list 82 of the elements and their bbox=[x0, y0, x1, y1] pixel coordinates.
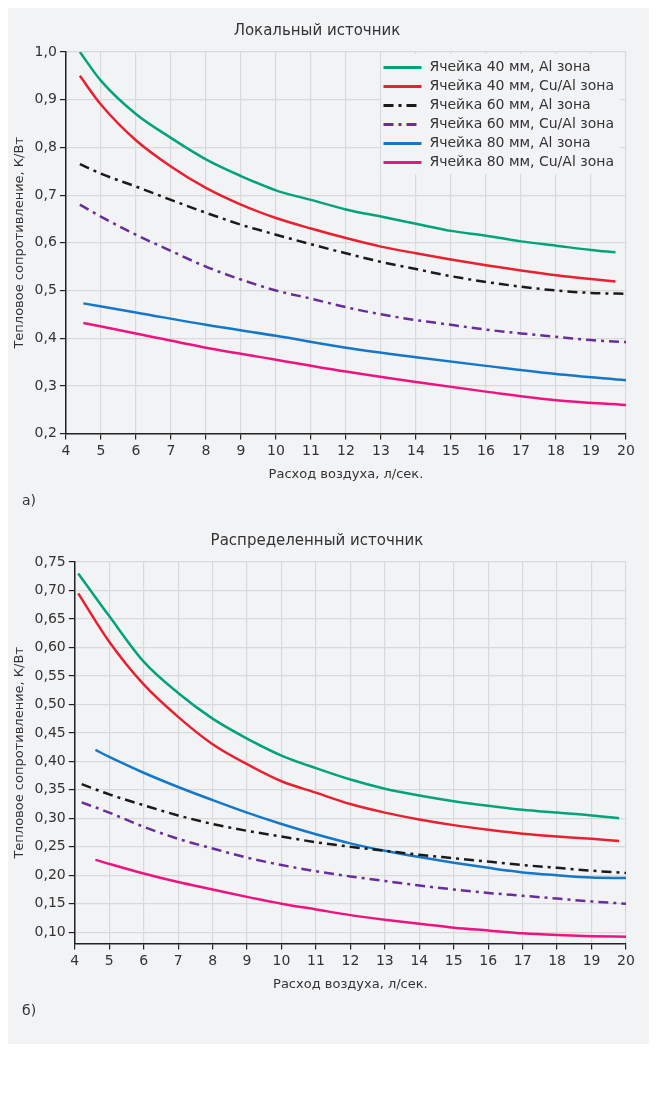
y-tick-label: 0,60 bbox=[34, 638, 66, 655]
x-tick-label: 9 bbox=[236, 441, 246, 458]
line-series bbox=[80, 782, 626, 875]
x-tick-label: 16 bbox=[479, 951, 498, 968]
y-tick-label: 0,55 bbox=[34, 666, 66, 683]
chart-title: Локальный источник bbox=[233, 20, 401, 39]
x-tick-label: 11 bbox=[302, 441, 320, 458]
legend-label: Ячейка 80 мм, Al зона bbox=[429, 134, 591, 151]
x-tick-label: 6 bbox=[139, 951, 149, 968]
y-tick-label: 1,0 bbox=[34, 42, 57, 59]
y-tick-label: 0,75 bbox=[34, 552, 66, 569]
x-tick-label: 10 bbox=[267, 441, 285, 458]
y-tick-label: 0,4 bbox=[34, 328, 57, 345]
x-tick-label: 6 bbox=[131, 441, 141, 458]
y-tick-label: 0,20 bbox=[34, 865, 66, 882]
x-tick-label: 5 bbox=[96, 441, 106, 458]
x-tick-label: 4 bbox=[70, 951, 80, 968]
x-tick-label: 17 bbox=[513, 951, 532, 968]
x-tick-label: 16 bbox=[477, 441, 495, 458]
x-tick-label: 5 bbox=[104, 951, 114, 968]
line-series bbox=[82, 302, 626, 382]
line-series bbox=[78, 52, 617, 254]
line-series bbox=[80, 801, 626, 905]
y-tick-label: 0,15 bbox=[34, 894, 66, 911]
y-tick-label: 0,10 bbox=[34, 922, 66, 939]
y-tick-label: 0,35 bbox=[34, 780, 66, 797]
x-tick-label: 19 bbox=[582, 441, 600, 458]
legend-label: Ячейка 80 мм, Cu/Al зона bbox=[429, 153, 615, 170]
x-tick-label: 13 bbox=[372, 441, 390, 458]
legend-label: Ячейка 60 мм, Cu/Al зона bbox=[429, 115, 615, 132]
x-tick-label: 20 bbox=[617, 951, 635, 968]
x-tick-label: 17 bbox=[512, 441, 530, 458]
y-tick-label: 0,5 bbox=[34, 281, 57, 298]
y-tick-label: 0,70 bbox=[34, 581, 66, 598]
y-tick-label: 0,9 bbox=[34, 90, 57, 107]
x-axis-title: Расход воздуха, л/сек. bbox=[273, 975, 428, 991]
x-tick-label: 15 bbox=[442, 441, 460, 458]
x-tick-label: 14 bbox=[407, 441, 425, 458]
x-tick-label: 14 bbox=[410, 951, 429, 968]
x-tick-label: 8 bbox=[201, 441, 211, 458]
y-tick-label: 0,65 bbox=[34, 609, 66, 626]
line-series bbox=[76, 592, 621, 843]
x-tick-label: 4 bbox=[61, 441, 71, 458]
x-tick-label: 7 bbox=[166, 441, 176, 458]
y-tick-label: 0,30 bbox=[34, 808, 66, 825]
legend-label: Ячейка 40 мм, Cu/Al зона bbox=[429, 77, 615, 94]
x-tick-label: 7 bbox=[173, 951, 183, 968]
y-tick-label: 0,7 bbox=[34, 185, 57, 202]
text: б) bbox=[22, 1002, 38, 1018]
line-series bbox=[94, 858, 626, 939]
x-tick-label: 12 bbox=[341, 951, 360, 968]
line-series bbox=[78, 74, 617, 283]
x-tick-label: 12 bbox=[337, 441, 355, 458]
legend-label: Ячейка 40 мм, Al зона bbox=[429, 58, 591, 75]
line-series bbox=[76, 572, 621, 820]
x-tick-label: 8 bbox=[208, 951, 218, 968]
y-tick-label: 0,2 bbox=[34, 424, 57, 441]
y-tick-label: 0,45 bbox=[34, 723, 66, 740]
chart-title: Распределенный источник bbox=[210, 530, 424, 549]
x-tick-label: 9 bbox=[242, 951, 252, 968]
y-tick-label: 0,3 bbox=[34, 376, 57, 393]
x-tick-label: 20 bbox=[617, 441, 635, 458]
line-series bbox=[94, 748, 626, 880]
x-tick-label: 15 bbox=[444, 951, 463, 968]
text: а) bbox=[22, 492, 38, 508]
y-tick-label: 0,50 bbox=[34, 695, 66, 712]
x-axis-title: Расход воздуха, л/сек. bbox=[268, 465, 424, 481]
x-tick-label: 11 bbox=[307, 951, 325, 968]
y-tick-label: 0,8 bbox=[34, 138, 57, 155]
x-tick-label: 10 bbox=[272, 951, 291, 968]
legend-label: Ячейка 60 мм, Al зона bbox=[429, 96, 591, 113]
x-tick-label: 18 bbox=[548, 951, 567, 968]
y-axis-title: Тепловое сопротивление, К/Вт bbox=[11, 646, 27, 860]
y-tick-label: 0,6 bbox=[34, 233, 57, 250]
x-tick-label: 13 bbox=[375, 951, 394, 968]
x-tick-label: 18 bbox=[547, 441, 565, 458]
y-tick-label: 0,40 bbox=[34, 751, 66, 768]
x-tick-label: 19 bbox=[582, 951, 601, 968]
y-axis-title: Тепловое сопротивление, К/Вт bbox=[11, 136, 27, 350]
y-tick-label: 0,25 bbox=[34, 837, 66, 854]
line-series bbox=[82, 321, 626, 407]
line-series bbox=[78, 203, 626, 344]
